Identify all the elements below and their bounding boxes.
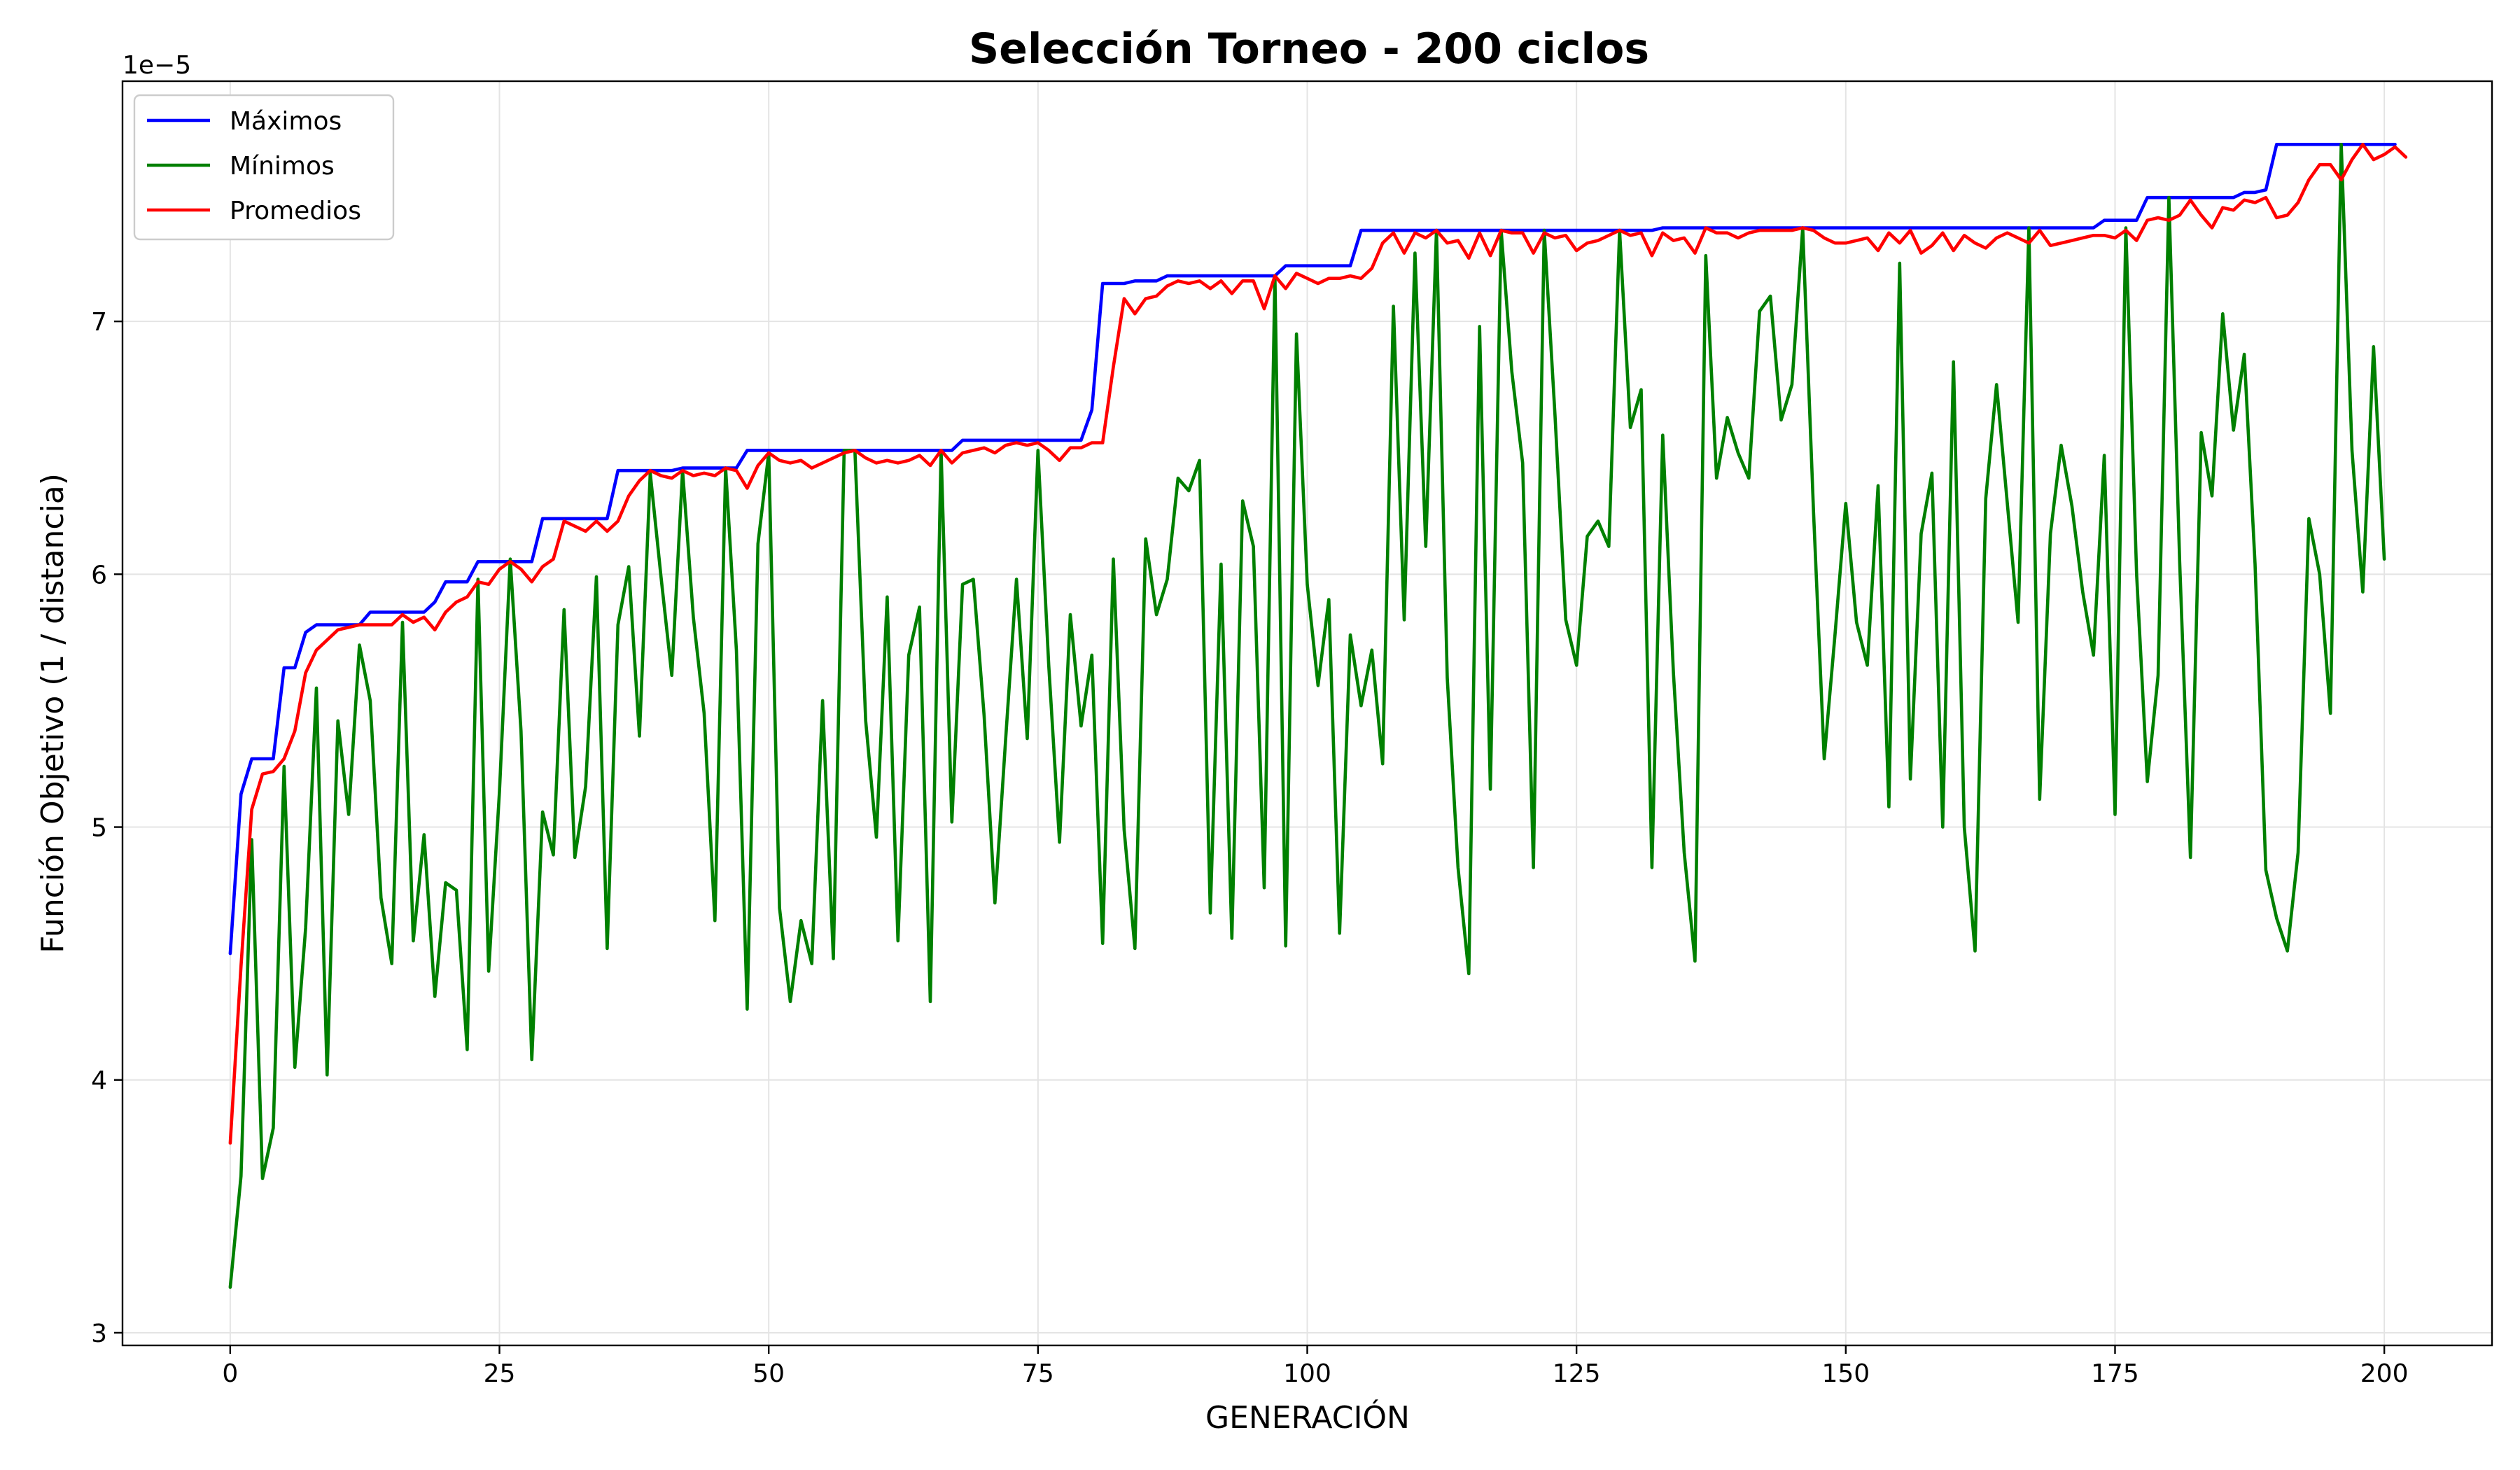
x-tick-label: 175 (2091, 1359, 2139, 1388)
x-tick-label: 25 (484, 1359, 516, 1388)
x-tick-label: 150 (1821, 1359, 1870, 1388)
x-tick-label: 125 (1553, 1359, 1601, 1388)
y-tick-label: 3 (91, 1320, 107, 1348)
x-tick-label: 0 (222, 1359, 238, 1388)
legend-label-maximos: Máximos (230, 107, 342, 136)
series-line-minimos (228, 143, 2386, 1289)
legend-label-promedios: Promedios (230, 197, 361, 225)
legend-label-minimos: Mínimos (230, 152, 335, 181)
x-axis-label: GENERACIÓN (1205, 1399, 1410, 1436)
x-tick-label: 100 (1283, 1359, 1331, 1388)
series-line-maximos (228, 143, 2397, 955)
y-tick-label: 6 (91, 561, 107, 589)
y-tick-label: 7 (91, 308, 107, 337)
chart-title: Selección Torneo - 200 ciclos (969, 24, 1649, 74)
x-tick-label: 200 (2360, 1359, 2409, 1388)
grid (122, 81, 2492, 1345)
y-axis-offset-label: 1e−5 (122, 51, 191, 80)
y-tick-label: 4 (91, 1067, 107, 1096)
legend: Máximos Mínimos Promedios (133, 94, 395, 241)
y-axis-label: Función Objetivo (1 / distancia) (35, 473, 71, 953)
x-tick-label: 75 (1022, 1359, 1054, 1388)
axis-ticks: 0 25 50 75 100 125 150 175 200 3 4 5 6 7 (91, 308, 2408, 1388)
y-tick-label: 5 (91, 814, 107, 843)
legend-box (133, 94, 395, 241)
series-line-promedios (228, 143, 2408, 1145)
series-lines (228, 143, 2408, 1289)
x-tick-label: 50 (752, 1359, 785, 1388)
